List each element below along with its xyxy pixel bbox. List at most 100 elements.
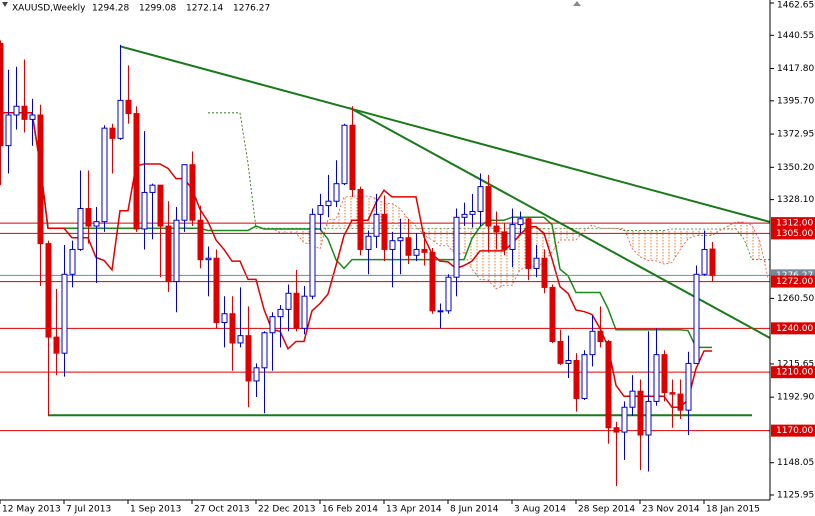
candle-body: [45, 243, 52, 338]
candle-body: [229, 313, 236, 344]
x-tick-label: 13 Apr 2014: [386, 505, 442, 515]
level-label: 1305.00: [776, 229, 813, 239]
candle-body: [37, 114, 44, 245]
candle-body: [349, 124, 356, 191]
y-tick-label: 1350.20: [777, 163, 814, 173]
candle-body: [165, 225, 172, 283]
candle-body: [325, 200, 332, 207]
level-label: 1170.00: [776, 426, 813, 436]
candle-body: [189, 164, 196, 221]
candle-body: [629, 390, 636, 408]
candle-body: [613, 427, 620, 433]
candle-body: [93, 221, 100, 227]
candle-body: [53, 336, 60, 354]
candle-body: [501, 231, 508, 250]
symbol-icon: [2, 2, 8, 7]
candle-body: [197, 219, 204, 261]
candle-body: [413, 248, 420, 256]
trend-line: [349, 107, 770, 339]
candle-body: [669, 392, 676, 395]
ichimoku-cloud: [208, 112, 770, 289]
candle-body: [109, 127, 116, 139]
candle-body: [493, 225, 500, 233]
candle-body: [237, 335, 244, 344]
level-label: 1312.00: [776, 219, 813, 229]
candle-body: [645, 400, 652, 436]
candle-body: [317, 205, 324, 215]
trend-line: [119, 45, 770, 223]
candle-body: [253, 367, 260, 382]
candle-body: [469, 210, 476, 215]
candle-body: [533, 257, 540, 269]
x-tick-label: 7 Jul 2013: [66, 505, 111, 515]
candle-body: [173, 219, 180, 283]
candle-body: [677, 393, 684, 411]
candle-body: [309, 213, 316, 297]
y-tick-label: 1192.90: [777, 393, 814, 403]
candle-body: [213, 257, 220, 324]
candle-body: [69, 248, 76, 275]
candle-body: [85, 208, 92, 227]
x-tick-label: 12 May 2013: [2, 505, 61, 515]
x-tick-label: 28 Sep 2014: [578, 505, 635, 515]
kijun-line: [0, 112, 712, 349]
x-tick-label: 16 Feb 2014: [322, 505, 378, 515]
candle-body: [437, 310, 444, 313]
x-tick-label: 1 Sep 2013: [130, 505, 181, 515]
x-tick-label: 23 Nov 2014: [642, 505, 700, 515]
candle-body: [77, 208, 84, 250]
candle-body: [373, 213, 380, 237]
plot-area: [0, 40, 770, 487]
level-label: 1272.00: [776, 277, 813, 287]
symbol: XAUUSD,Weekly: [12, 4, 86, 14]
candle-body: [637, 390, 644, 436]
candle-body: [421, 248, 428, 253]
candle-body: [29, 114, 36, 120]
candle-body: [357, 189, 364, 250]
candle-body: [13, 105, 20, 116]
x-tick-label: 8 Jun 2014: [450, 505, 499, 515]
candle-body: [693, 273, 700, 364]
y-tick-label: 1328.10: [777, 195, 814, 205]
candle-body: [589, 330, 596, 356]
candle-body: [381, 213, 388, 250]
ohlc-open: 1294.28: [92, 4, 129, 14]
candle-body: [285, 292, 292, 310]
candle-body: [653, 354, 660, 402]
candle-body: [149, 184, 156, 193]
candle-body: [293, 292, 300, 329]
level-label: 1210.00: [776, 368, 813, 378]
candle-body: [181, 164, 188, 221]
candle-body: [397, 237, 404, 242]
candle-body: [701, 248, 708, 275]
candle-body: [333, 183, 340, 202]
candle-body: [597, 330, 604, 342]
y-tick-label: 1417.80: [777, 64, 814, 74]
candle-body: [573, 359, 580, 399]
candle-body: [0, 42, 4, 147]
level-label-box: [771, 217, 815, 230]
ohlc-close: 1276.27: [233, 4, 270, 14]
candle-body: [685, 362, 692, 411]
candle-body: [21, 105, 28, 120]
level-label-box: [771, 227, 815, 240]
candle-body: [261, 332, 268, 369]
y-tick-label: 1260.50: [777, 294, 814, 304]
candle-body: [133, 113, 140, 230]
candle-body: [61, 273, 68, 354]
level-label: 1240.00: [776, 324, 813, 334]
candle-body: [101, 127, 108, 223]
candle-body: [277, 308, 284, 318]
x-tick-label: 27 Oct 2013: [194, 505, 250, 515]
y-tick-label: 1148.05: [777, 458, 814, 468]
candle-body: [205, 257, 212, 261]
candle-body: [549, 286, 556, 342]
candle-body: [429, 251, 436, 312]
candle-body: [565, 359, 572, 364]
candle-body: [405, 237, 412, 256]
senkou-span-b: [208, 112, 770, 261]
y-tick-label: 1215.65: [777, 359, 814, 369]
candle-body: [117, 99, 124, 139]
candle-body: [581, 354, 588, 399]
